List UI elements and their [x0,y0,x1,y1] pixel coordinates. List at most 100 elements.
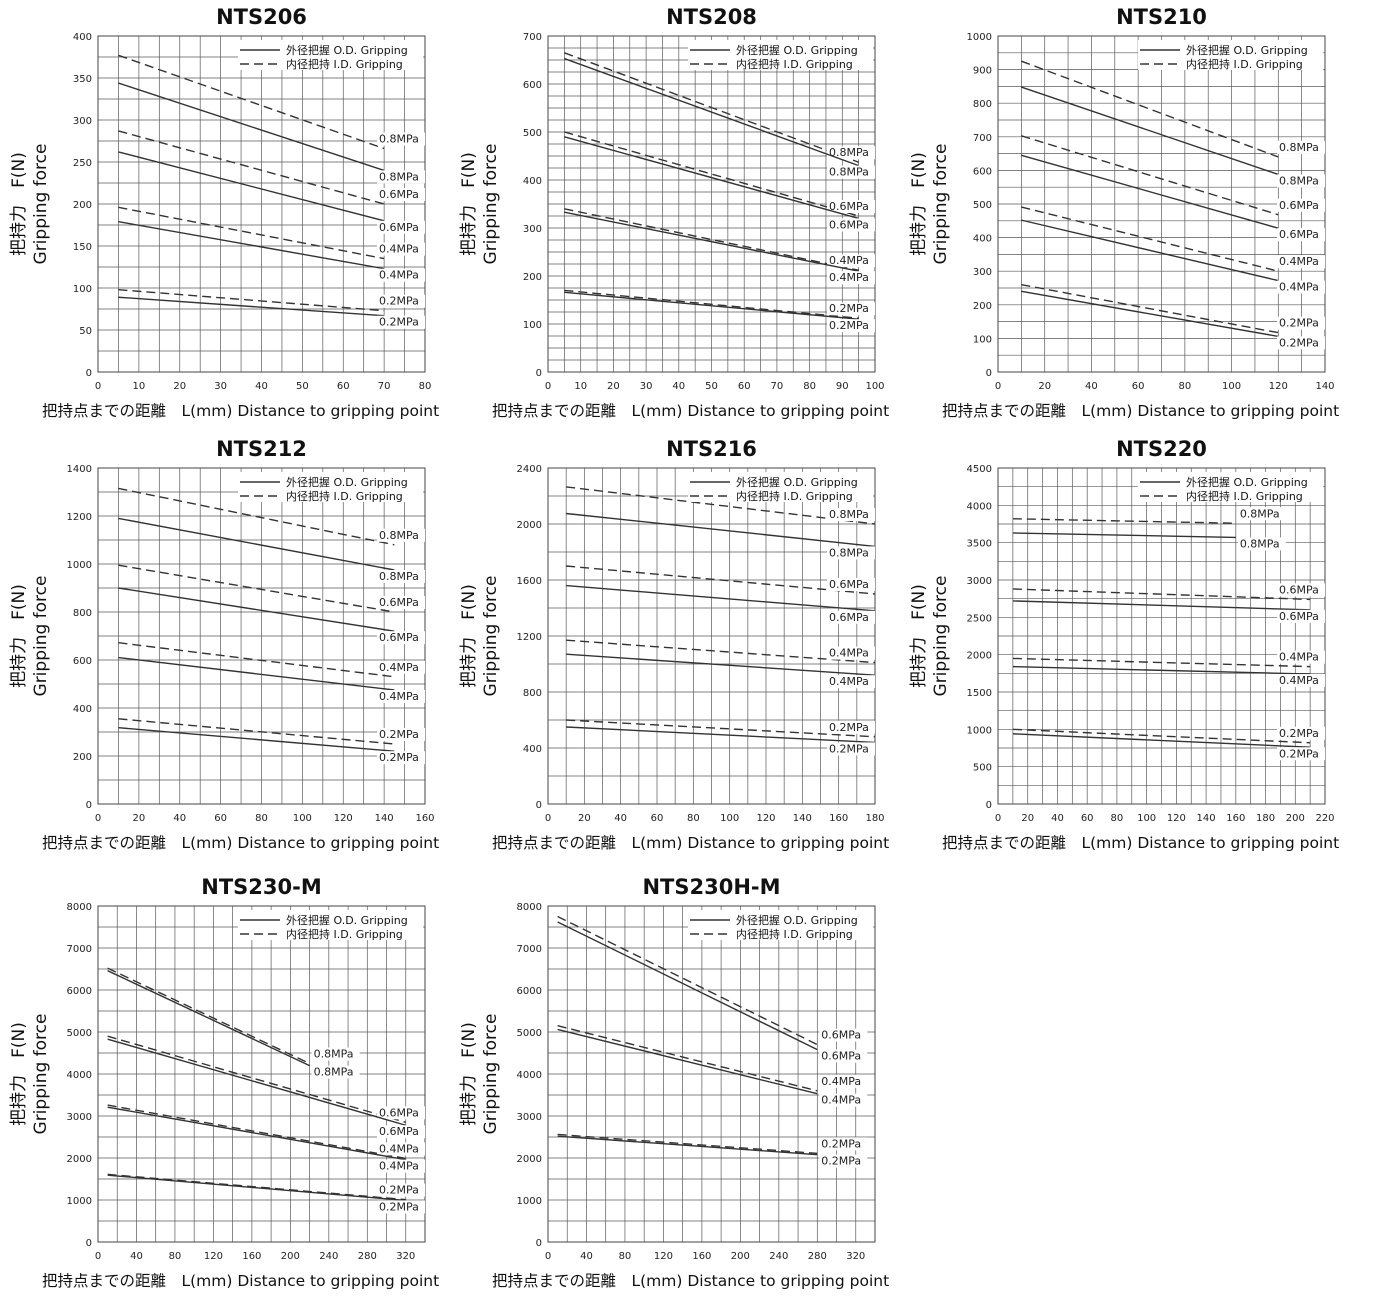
series-label-bg [1277,609,1325,623]
x-tick-label: 140 [1197,813,1216,824]
y-tick-label: 1000 [967,725,992,736]
series-label-bg [1277,255,1325,269]
series-label-bg [377,315,425,329]
series-label: 0.4MPa [1279,255,1319,268]
id-gripping-line-0-2mpa [564,289,859,319]
y-tick-label: 400 [523,176,542,187]
series-label: 0.6MPa [829,218,869,231]
series-label-bg [1277,583,1325,597]
x-axis-label: 把持点までの距離 L(mm) Distance to gripping poin… [42,834,439,852]
series-label: 0.6MPa [1279,583,1319,596]
od-gripping-line-0-6mpa [118,587,395,632]
series-label: 0.8MPa [379,570,419,583]
y-tick-label: 400 [973,234,992,245]
x-tick-label: 120 [1167,813,1186,824]
x-tick-label: 40 [130,1251,143,1262]
legend-bg [1138,40,1323,70]
y-tick-label: 2000 [967,651,992,662]
series-label: 0.4MPa [829,254,869,267]
x-tick-label: 180 [1256,813,1275,824]
legend-id-label: 内径把持 I.D. Gripping [1186,57,1303,71]
od-gripping-line-0-4mpa [557,1028,818,1095]
series-label: 0.4MPa [829,271,869,284]
series-label-bg [827,271,875,285]
y-tick-label: 0 [86,368,92,379]
x-tick-label: 0 [545,1251,551,1262]
x-axis-label: 把持点までの距離 L(mm) Distance to gripping poin… [492,402,889,420]
x-tick-label: 120 [334,813,353,824]
od-gripping-line-0-4mpa [118,220,385,270]
series-label-bg [827,200,875,213]
series-label-bg [1277,674,1325,688]
series-label: 0.6MPa [829,578,869,591]
od-gripping-line-0-2mpa [1021,290,1279,338]
od-gripping-line-0-4mpa [1012,665,1311,675]
y-axis-label-ja: 把持力 F(N) [909,152,929,256]
x-tick-label: 100 [1137,813,1156,824]
series-label: 0.6MPa [379,188,419,201]
y-axis-label-en: Gripping force [931,576,951,697]
x-tick-label: 280 [808,1251,827,1262]
y-axis-label-ja: 把持力 F(N) [459,584,479,688]
od-gripping-line-0-4mpa [564,211,859,272]
chart-title: NTS210 [1116,5,1207,29]
chart-panel-nts230h-m: NTS230H-M 0 40 80 120 160 200 240 280 320 0 1000 200… [450,870,905,1302]
y-tick-label: 1400 [67,464,92,475]
x-tick-label: 100 [1222,381,1241,392]
series-label-bg [311,1047,360,1061]
y-axis-label-ja: 把持力 F(N) [9,1022,29,1126]
od-gripping-line-0-2mpa [118,296,385,317]
series-label-bg [1277,316,1325,330]
series-label: 0.2MPa [1279,727,1319,740]
x-tick-label: 120 [756,813,775,824]
y-tick-label: 2400 [517,464,542,475]
y-axis-label-en: Gripping force [481,576,501,697]
od-gripping-line-0-2mpa [1012,733,1311,748]
series-label-bg [377,690,425,703]
x-tick-label: 280 [358,1251,377,1262]
x-tick-label: 100 [720,813,739,824]
series-label: 0.2MPa [379,728,419,741]
y-tick-label: 800 [73,608,92,619]
series-label-bg [827,218,875,232]
id-gripping-line-0-4mpa [118,642,395,678]
od-gripping-line-0-4mpa [107,1106,406,1161]
y-tick-label: 1000 [517,1196,542,1207]
y-tick-label: 1000 [967,32,992,43]
y-tick-label: 700 [523,32,542,43]
series-label-bg [827,646,875,660]
series-label: 0.4MPa [829,675,869,688]
series-label: 0.8MPa [314,1066,354,1079]
chart-title: NTS230H-M [642,875,780,899]
id-gripping-line-0-8mpa [566,486,876,525]
series-label-bg [827,742,875,756]
series-label-bg [827,675,875,689]
od-gripping-line-0-6mpa [566,584,876,612]
x-tick-label: 0 [95,381,101,392]
y-tick-label: 0 [536,800,542,811]
series-label: 0.2MPa [379,1200,419,1213]
legend-od-label: 外径把握 O.D. Gripping [286,475,408,489]
x-tick-label: 60 [1132,381,1145,392]
series-label-bg [1277,650,1325,664]
x-tick-label: 320 [846,1251,865,1262]
series-label: 0.8MPa [1279,141,1319,154]
series-label-bg [377,242,425,256]
id-gripping-line-0-8mpa [564,52,859,163]
y-tick-label: 5000 [517,1028,542,1039]
x-tick-label: 0 [995,381,1001,392]
od-gripping-line-0-2mpa [564,291,859,320]
series-label-bg [377,188,425,201]
series-label-bg [377,1142,425,1156]
chart-svg: NTS212 0 20 40 60 80 100 120 140 160 0 200 400 600 800… [9,437,439,852]
y-axis-label-en: Gripping force [931,144,951,265]
y-tick-label: 3500 [967,539,992,550]
x-tick-label: 0 [95,1251,101,1262]
chart-svg: NTS216 0 20 40 60 80 100 120 140 160 180 0 400 800 120… [459,437,889,852]
series-label: 0.2MPa [379,316,419,329]
legend-bg [238,40,423,70]
legend-od-label: 外径把握 O.D. Gripping [736,43,858,57]
id-gripping-line-0-4mpa [1012,657,1311,668]
y-axis-label-ja: 把持力 F(N) [909,584,929,688]
